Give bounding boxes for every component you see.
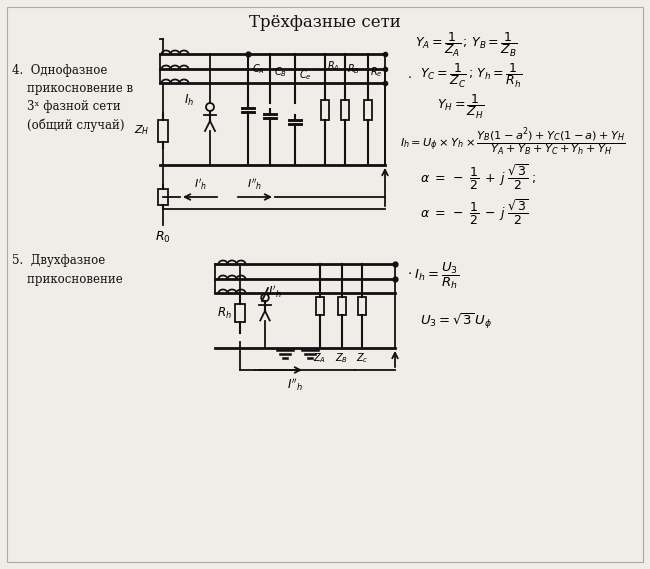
Bar [158,189,168,205]
Text: $I'_h$: $I'_h$ [268,284,281,300]
Text: $I''_h$: $I''_h$ [287,376,303,393]
Text: $Y_C = \dfrac{1}{Z_C}\,;\,Y_h = \dfrac{1}{R_h}$: $Y_C = \dfrac{1}{Z_C}\,;\,Y_h = \dfrac{1… [420,62,522,90]
Text: $R_A$: $R_A$ [327,59,340,73]
Text: $C_B$: $C_B$ [274,65,287,79]
Text: $\cdot\;I_h = \dfrac{U_3}{R_h}$: $\cdot\;I_h = \dfrac{U_3}{R_h}$ [407,261,459,291]
Bar [358,297,366,315]
Text: $I'_h$: $I'_h$ [194,177,207,192]
Bar [341,100,349,119]
Text: $Z_c$: $Z_c$ [356,351,369,365]
Text: $I_h = U_\phi \times Y_h \times \dfrac{Y_B(1-a^2)+Y_C(1-a)+Y_H}{Y_A+Y_B+Y_C+Y_h+: $I_h = U_\phi \times Y_h \times \dfrac{Y… [400,126,625,158]
Text: 4.  Однофазное
    прикосновение в
    3ˣ фазной сети
    (общий случай): 4. Однофазное прикосновение в 3ˣ фазной … [12,64,133,132]
Text: $Z_H$: $Z_H$ [133,123,149,137]
Text: $U_3 = \sqrt{3}\,U_\phi$: $U_3 = \sqrt{3}\,U_\phi$ [420,311,492,331]
Bar [321,100,329,119]
Bar [316,297,324,315]
Text: $R_e$: $R_e$ [370,65,383,79]
Text: $C_A$: $C_A$ [252,62,265,76]
Bar [235,304,245,322]
Text: $R_B$: $R_B$ [347,62,360,76]
Text: $Z_A$: $Z_A$ [313,351,326,365]
Bar [364,100,372,119]
Text: $R_h$: $R_h$ [217,306,232,320]
Text: Трёхфазные сети: Трёхфазные сети [249,14,401,31]
Text: $Y_H = \dfrac{1}{Z_H}$: $Y_H = \dfrac{1}{Z_H}$ [437,93,484,121]
Text: $C_e$: $C_e$ [299,68,311,82]
Text: $\cdot$: $\cdot$ [407,69,411,83]
Bar [338,297,346,315]
Text: $Z_B$: $Z_B$ [335,351,348,365]
Text: $R_0$: $R_0$ [155,230,171,245]
Text: $I''_h$: $I''_h$ [248,177,263,192]
Text: $Y_A = \dfrac{1}{Z_A}\,;\,Y_B = \dfrac{1}{Z_B}$: $Y_A = \dfrac{1}{Z_A}\,;\,Y_B = \dfrac{1… [415,31,518,59]
Text: $\alpha\;=\;-\;\dfrac{1}{2}\;-\;j\;\dfrac{\sqrt{3}}{2}$: $\alpha\;=\;-\;\dfrac{1}{2}\;-\;j\;\dfra… [420,197,528,227]
Text: $I_h$: $I_h$ [184,92,194,108]
Text: $\alpha\;=\;-\;\dfrac{1}{2}\;+\;j\;\dfrac{\sqrt{3}}{2}\;;$: $\alpha\;=\;-\;\dfrac{1}{2}\;+\;j\;\dfra… [420,162,536,192]
Text: 5.  Двухфазное
    прикосновение: 5. Двухфазное прикосновение [12,254,123,286]
Bar [158,119,168,142]
